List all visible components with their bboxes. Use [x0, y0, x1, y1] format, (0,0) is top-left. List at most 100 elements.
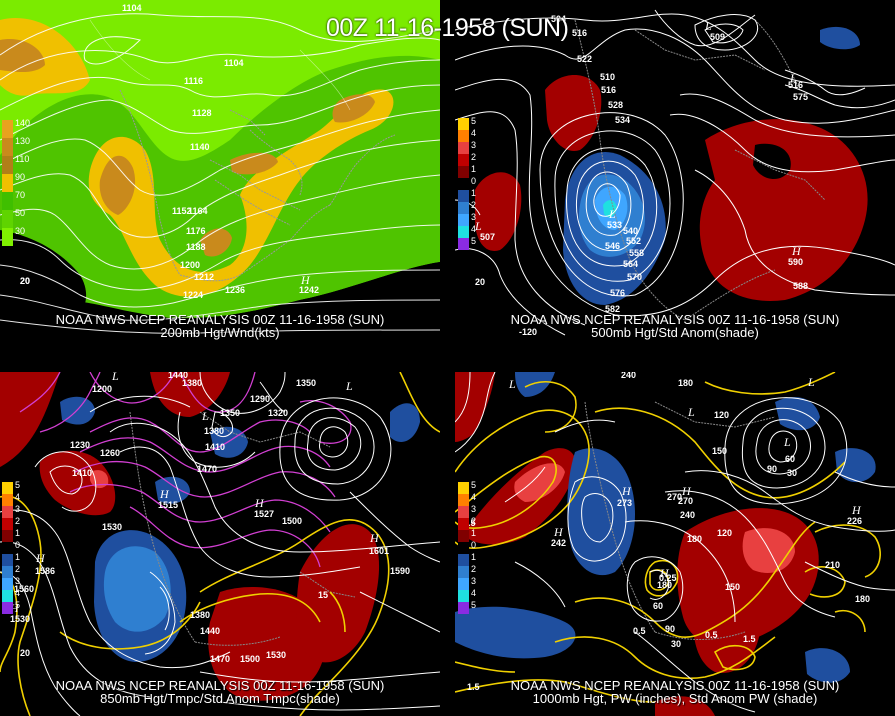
contour-label: 1290 [250, 394, 270, 404]
high-value-label: 590 [788, 257, 803, 267]
contour-label: 90 [767, 464, 777, 474]
colorbar-850mb: 5 4 3 2 1 0 1 2 3 4 5 [2, 480, 20, 614]
colorbar-label: 5 [15, 480, 21, 490]
low-pressure-marker: L [111, 372, 119, 383]
colorbar-label: 3 [471, 504, 477, 514]
contour-label: 516 [788, 80, 803, 90]
low-pressure-marker: L [789, 71, 797, 85]
colorbar-label: 3 [471, 576, 477, 586]
contour-label: 150 [712, 446, 727, 456]
contour-label: 60 [653, 601, 663, 611]
caption-500mb-line2: 500mb Hgt/Std Anom(shade) [591, 325, 759, 340]
colorbar-swatch: 5 [458, 116, 476, 130]
colorbar-label: 5 [15, 600, 21, 610]
high-value-label: 1527 [254, 509, 274, 519]
colorbar-label: 3 [15, 504, 21, 514]
colorbar-swatch: 1 [458, 528, 476, 542]
caption-500mb: NOAA NWS NCEP REANALYSIS 00Z 11-16-1958 … [455, 313, 895, 339]
colorbar-label: 1 [471, 164, 477, 174]
high-value-label: 242 [551, 538, 566, 548]
colorbar-swatch: 4 [458, 224, 476, 238]
contour-label: 1224 [183, 290, 203, 300]
high-pressure-marker: H [621, 484, 632, 498]
low-value-label: 533 [607, 220, 622, 230]
contour-label: 0.5 [705, 630, 718, 640]
colorbar-swatch: 5 [458, 480, 476, 494]
caption-200mb-line1: NOAA NWS NCEP REANALYSIS 00Z 11-16-1958 … [55, 312, 385, 327]
high-value-label: 1242 [299, 285, 319, 295]
contour-label: 1320 [268, 408, 288, 418]
high-value-label: 1586 [35, 566, 55, 576]
contour-label: 30 [671, 639, 681, 649]
contour-label: 0.25 [659, 573, 677, 583]
colorbar-swatch: 2 [458, 200, 476, 214]
colorbar-swatch: 3 [2, 504, 20, 518]
contour-label: 1164 [188, 206, 208, 216]
colorbar-swatch: 5 [458, 236, 476, 250]
colorbar-swatch: 70 [2, 190, 25, 210]
caption-850mb: NOAA NWS NCEP REANALYSIS 00Z 11-16-1958 … [0, 679, 440, 705]
colorbar-swatch: 1 [2, 528, 20, 542]
low-value-label: 507 [480, 232, 495, 242]
contour-label: 564 [623, 259, 638, 269]
colorbar-label: 4 [15, 588, 21, 598]
colorbar-swatch: 30 [2, 226, 25, 246]
contour-label: 504 [551, 14, 566, 24]
contour-label: 1440 [168, 372, 188, 380]
colorbar-label: 70 [15, 190, 26, 200]
contour-label: 20 [20, 276, 30, 286]
panel-500mb: 504 516 522 510 516 528 534 516 540 546 552 558 564 5… [455, 0, 895, 345]
low-pressure-marker: L [474, 219, 482, 233]
high-pressure-marker: H [254, 496, 265, 510]
contour-label: 528 [608, 100, 623, 110]
high-value-label: 270 [678, 496, 693, 506]
high-pressure-marker: H [791, 244, 802, 258]
colorbar-swatch: 2 [458, 516, 476, 530]
colorbar-label: 1 [15, 552, 21, 562]
colorbar-label: 130 [15, 136, 31, 146]
high-pressure-marker: H [300, 273, 311, 287]
contour-label: 1470 [210, 654, 230, 664]
colorbar-label: 2 [471, 516, 477, 526]
colorbar-label: 0 [471, 540, 477, 550]
high-pressure-marker: H [681, 484, 692, 498]
main-title: 00Z 11-16-1958 (SUN) [326, 14, 569, 42]
contour-label: 1230 [70, 440, 90, 450]
contour-label: 576 [610, 288, 625, 298]
contour-label: 1.5 [463, 518, 476, 528]
contour-label: 1.5 [467, 682, 480, 692]
colorbar-swatch: 2 [2, 516, 20, 530]
contour-label: 240 [621, 372, 636, 380]
colorbar-label: 50 [15, 208, 26, 218]
colorbar-label: 4 [471, 492, 477, 502]
contour-label: 1500 [282, 516, 302, 526]
colorbar-label: 2 [15, 516, 21, 526]
colorbar-swatch: 4 [458, 128, 476, 142]
contour-label: 180 [687, 534, 702, 544]
colorbar-swatch: 3 [458, 212, 476, 226]
contour-label: 1500 [240, 654, 260, 664]
low-pressure-marker: L [783, 435, 791, 449]
colorbar-label: 1 [471, 188, 477, 198]
contour-label: 1410 [72, 468, 92, 478]
colorbar-label: 4 [471, 128, 477, 138]
colorbar-swatch: 0 [458, 176, 476, 190]
contour-label: 1236 [225, 285, 245, 295]
contour-label: 546 [605, 241, 620, 251]
low-pressure-marker: L [807, 375, 815, 389]
colorbar-swatch: 5 [458, 600, 476, 614]
caption-1000mb-line2: 1000mb Hgt, PW (inches), Std Anom PW (sh… [532, 691, 818, 706]
high-value-label: 180 [657, 580, 672, 590]
map-1000mb: 2401801201509060302702401801202101801506… [455, 372, 895, 716]
contour-label: 516 [601, 85, 616, 95]
contour-label: 1590 [390, 566, 410, 576]
contour-label: 582 [605, 304, 620, 314]
high-pressure-marker: H [553, 525, 564, 539]
low-value-label: 509 [710, 32, 725, 42]
contour-label: 1200 [92, 384, 112, 394]
high-value-label: 273 [617, 498, 632, 508]
colorbar-swatch: 2 [2, 564, 20, 578]
contour-label: 1530 [102, 522, 122, 532]
